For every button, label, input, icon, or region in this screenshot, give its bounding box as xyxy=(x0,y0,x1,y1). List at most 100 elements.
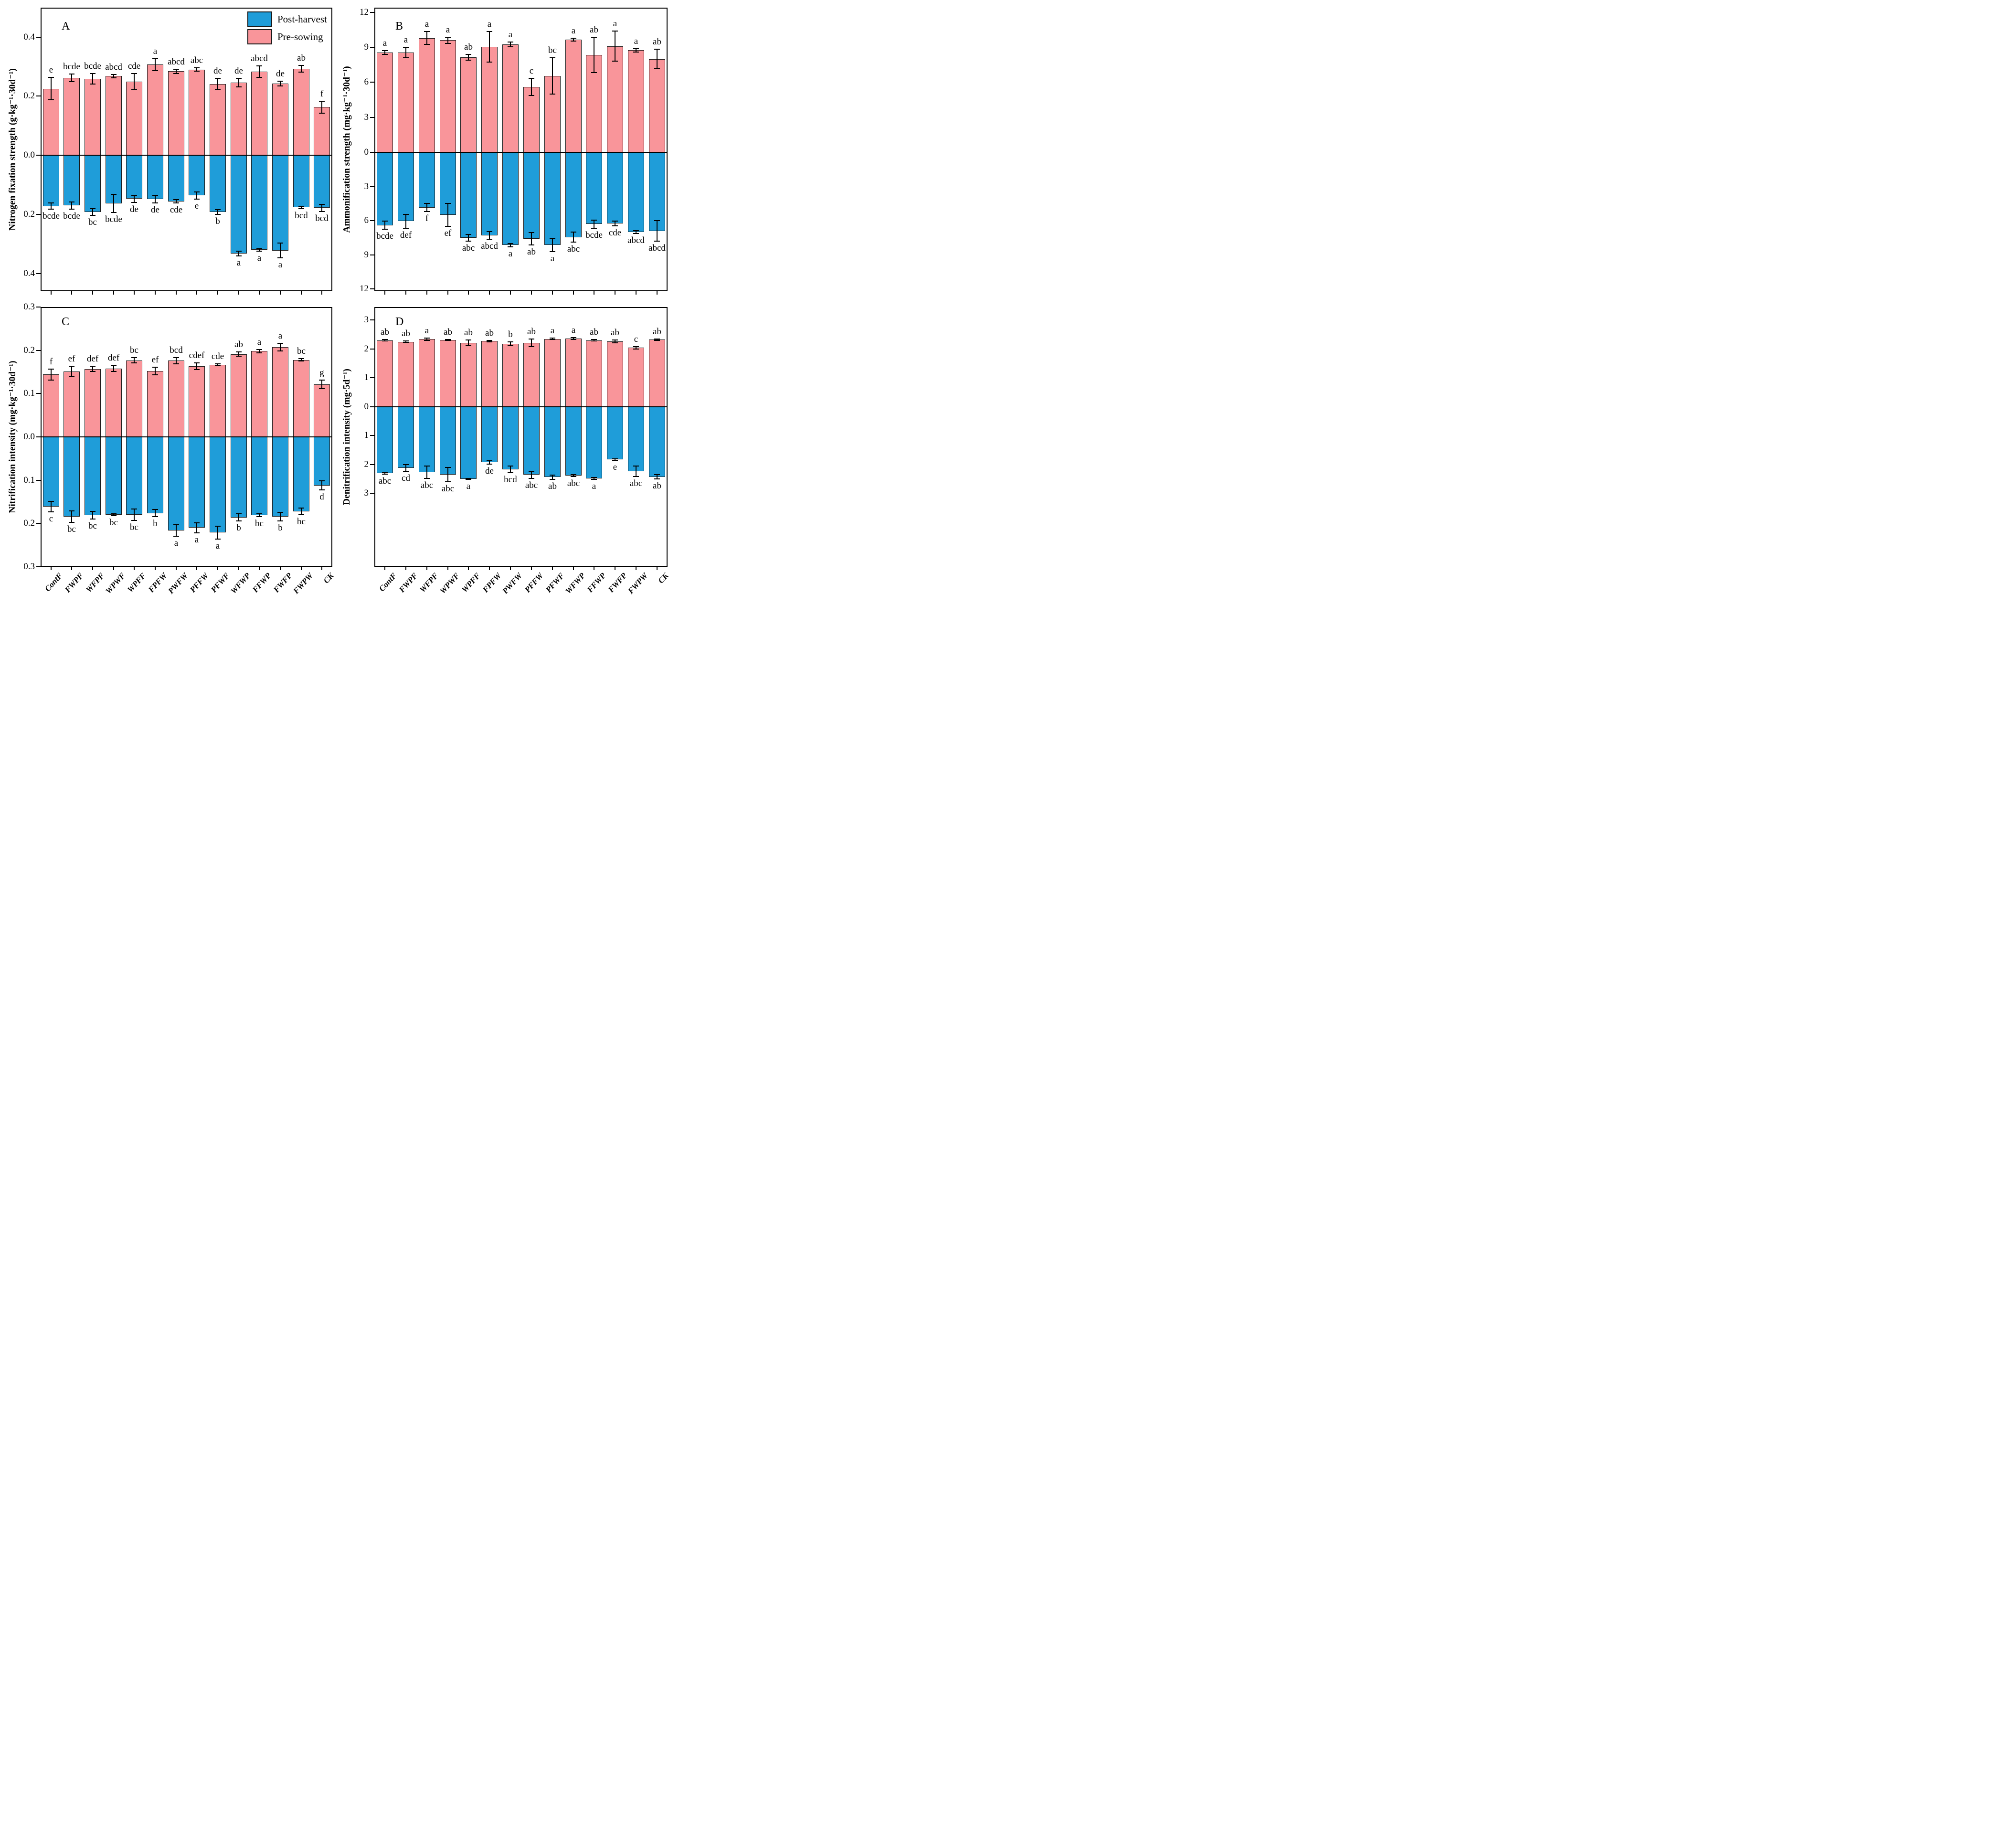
x-axis-label-PFFW: PFFW xyxy=(188,571,211,594)
error-cap-post-bottom-WFWP xyxy=(236,255,242,256)
error-cap-pre-bottom-WPWF xyxy=(445,340,451,341)
bar-pre-sowing-CK xyxy=(649,339,665,407)
significance-letter-post-FWPF: cd xyxy=(402,473,410,484)
error-cap-pre-bottom-FPFW xyxy=(487,341,492,342)
significance-letter-post-WPWF: abc xyxy=(441,483,455,494)
error-cap-post-top-CK xyxy=(654,220,660,222)
error-bar-pre-CK xyxy=(321,101,322,113)
category-tick-WPWF xyxy=(447,567,448,570)
error-bar-pre-FWPW xyxy=(301,65,302,73)
significance-letter-post-PFWF: a xyxy=(550,253,555,264)
error-cap-pre-top-WFPF xyxy=(90,366,95,367)
significance-letter-post-PFWF: b xyxy=(215,216,220,226)
error-cap-post-top-WFWP xyxy=(571,474,576,476)
error-cap-pre-top-PFFW xyxy=(194,67,200,69)
significance-letter-post-WFPF: bc xyxy=(88,217,97,228)
error-bar-post-CK xyxy=(657,475,658,479)
error-cap-post-bottom-PWFW xyxy=(173,535,179,537)
error-cap-pre-bottom-PFFW xyxy=(529,346,534,347)
error-cap-post-top-FWPW xyxy=(298,507,304,509)
y-tick-mark xyxy=(370,117,374,118)
bar-post-harvest-FWFP xyxy=(272,155,288,251)
error-cap-post-top-PWFW xyxy=(173,199,179,200)
bar-pre-sowing-WPFF xyxy=(126,82,142,155)
error-cap-pre-top-WPFF xyxy=(466,53,471,55)
error-bar-post-FPFW xyxy=(489,231,490,240)
significance-letter-pre-WFPF: a xyxy=(424,19,429,30)
category-tick-FWPF xyxy=(71,291,72,295)
significance-letter-pre-WFPF: def xyxy=(86,354,99,364)
error-cap-pre-bottom-WPFF xyxy=(466,345,471,347)
category-tick-PFFW xyxy=(531,291,532,295)
error-bar-post-FWPW xyxy=(301,508,302,515)
bar-pre-sowing-WFPF xyxy=(85,78,101,155)
bar-post-harvest-WPWF xyxy=(106,437,122,515)
error-cap-post-bottom-FWFP xyxy=(277,257,283,258)
significance-letter-post-PWFW: cde xyxy=(170,205,183,215)
error-cap-post-bottom-PFWF xyxy=(215,213,221,215)
significance-letter-post-FWFP: e xyxy=(613,462,617,472)
error-cap-pre-top-WFPF xyxy=(90,73,95,74)
error-cap-pre-bottom-ContF xyxy=(382,340,388,341)
x-axis-label-CK: CK xyxy=(656,571,671,585)
significance-letter-post-WFPF: bc xyxy=(88,521,97,531)
bar-post-harvest-FWPF xyxy=(398,152,414,222)
bar-pre-sowing-WPWF xyxy=(440,40,456,152)
error-cap-pre-top-FFWP xyxy=(591,339,597,340)
y-tick-label: 0.2 xyxy=(23,209,35,219)
y-axis-title-b: Ammonification strength (mg·kg⁻¹·30d⁻¹) xyxy=(342,66,352,233)
error-cap-post-bottom-WFWP xyxy=(571,476,576,477)
error-bar-pre-CK xyxy=(321,380,322,389)
significance-letter-post-FWPF: bcde xyxy=(63,211,80,221)
y-tick-mark xyxy=(370,406,374,407)
error-cap-pre-bottom-ContF xyxy=(48,380,54,381)
legend-row-pre: Pre-sowing xyxy=(247,29,327,44)
error-bar-pre-CK xyxy=(657,49,658,69)
error-cap-post-bottom-FFWP xyxy=(591,227,597,229)
error-cap-pre-top-WPWF xyxy=(111,74,117,75)
y-tick-label: 0.0 xyxy=(23,150,35,160)
significance-letter-post-WPFF: abc xyxy=(462,243,475,254)
significance-letter-pre-PWFW: abcd xyxy=(168,56,185,67)
panel-letter-a: A xyxy=(62,20,70,32)
error-bar-pre-FWPF xyxy=(71,74,72,82)
error-cap-post-bottom-WFWP xyxy=(571,242,576,243)
error-cap-pre-top-FWFP xyxy=(612,339,618,341)
error-cap-pre-bottom-PFFW xyxy=(194,71,200,72)
significance-letter-post-FFWP: a xyxy=(257,253,262,263)
error-cap-pre-bottom-FWFP xyxy=(612,61,618,62)
y-tick-label: 3 xyxy=(364,488,369,498)
error-bar-pre-FWPW xyxy=(636,48,637,52)
y-tick-label: 1 xyxy=(364,430,369,441)
error-cap-pre-top-PWFW xyxy=(173,357,179,359)
bar-post-harvest-PFWF xyxy=(544,407,561,477)
error-bar-post-PFWF xyxy=(217,210,218,214)
error-cap-pre-bottom-PWFW xyxy=(508,345,513,346)
x-axis-label-FFWP: FFWP xyxy=(251,571,273,594)
error-cap-post-top-WPFF xyxy=(466,478,471,479)
error-bar-pre-WFPF xyxy=(92,366,93,372)
category-tick-CK xyxy=(321,567,322,570)
bar-pre-sowing-CK xyxy=(649,59,665,152)
significance-letter-pre-FWFP: a xyxy=(613,18,617,29)
error-cap-post-bottom-PFFW xyxy=(194,198,200,200)
significance-letter-pre-FWPW: bc xyxy=(297,346,306,356)
error-cap-pre-top-WFPF xyxy=(424,337,430,339)
significance-letter-post-WFWP: a xyxy=(236,257,241,268)
category-tick-PWFW xyxy=(176,291,177,295)
error-bar-pre-FPFW xyxy=(489,340,490,342)
bar-pre-sowing-PFWF xyxy=(210,84,226,155)
error-cap-pre-bottom-FPFW xyxy=(152,374,158,376)
category-tick-WFPF xyxy=(92,291,93,295)
bar-pre-sowing-WPWF xyxy=(106,368,122,437)
bar-pre-sowing-WFWP xyxy=(231,82,247,155)
error-cap-post-top-WPWF xyxy=(445,466,451,468)
significance-letter-post-FWFP: b xyxy=(278,522,283,533)
bar-pre-sowing-PFFW xyxy=(523,343,540,407)
y-tick-mark xyxy=(36,273,41,274)
error-cap-post-bottom-FWPW xyxy=(633,233,639,234)
significance-letter-post-FWFP: a xyxy=(278,259,283,270)
category-tick-FPFW xyxy=(489,291,490,295)
bar-pre-sowing-FPFW xyxy=(147,371,163,437)
x-axis-label-PFWF: PFWF xyxy=(543,571,566,594)
